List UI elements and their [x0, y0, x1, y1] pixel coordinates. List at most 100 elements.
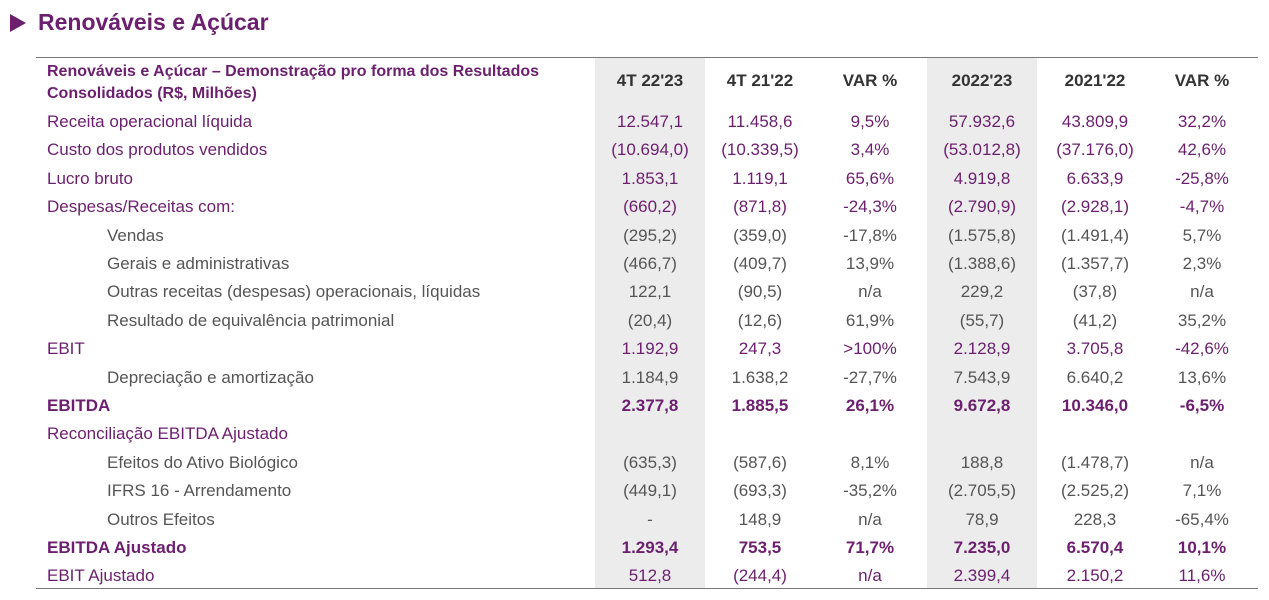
cell-value: 9.672,8 [953, 396, 1011, 415]
cell-value: >100% [843, 339, 897, 359]
column-header: 4T 21'22 [726, 71, 794, 90]
row-label: EBITDA [47, 396, 111, 415]
cell-value: 512,8 [628, 566, 672, 586]
cell-value: 122,1 [628, 282, 672, 302]
cell-value: 9,5% [850, 112, 890, 131]
cell-value: 1.119,1 [732, 168, 788, 188]
cell-value: 229,2 [960, 282, 1004, 302]
cell-value: 65,6% [845, 168, 895, 188]
cell-value: n/a [858, 566, 882, 586]
cell-value: 1.184,9 [621, 367, 679, 387]
cell-value: 32,2% [1177, 112, 1227, 131]
cell-value: 71,7% [845, 538, 895, 557]
cell-value: (635,3) [623, 452, 677, 472]
cell-value: (587,6) [733, 452, 787, 472]
row-label: Despesas/Receitas com: [47, 197, 236, 217]
bottom-rule [36, 588, 1258, 589]
cell-value: 148,9 [738, 509, 782, 529]
cell-value: - [647, 509, 653, 529]
top-rule [36, 57, 1258, 58]
row-label: IFRS 16 - Arrendamento [107, 481, 292, 501]
column-highlight [927, 57, 1037, 588]
cell-value: (12,6) [737, 310, 783, 330]
cell-value: (244,4) [733, 566, 787, 586]
cell-value: 188,8 [960, 452, 1004, 472]
cell-value: (359,0) [733, 225, 787, 245]
title-marker [10, 14, 26, 32]
row-label: Custo dos produtos vendidos [47, 140, 268, 160]
cell-value: (20,4) [627, 310, 673, 330]
cell-value: 35,2% [1177, 310, 1227, 330]
cell-value: (449,1) [623, 481, 677, 501]
cell-value: 10.346,0 [1061, 396, 1129, 415]
cell-value: (660,2) [623, 197, 677, 217]
column-header: 2021'22 [1064, 71, 1126, 90]
cell-value: (693,3) [733, 481, 787, 501]
cell-value: -24,3% [843, 197, 897, 217]
cell-value: 57.932,6 [948, 112, 1016, 131]
cell-value: 4.919,8 [953, 168, 1011, 188]
cell-value: 13,6% [1177, 367, 1227, 387]
column-header: VAR % [842, 71, 898, 90]
cell-value: 11,6% [1178, 566, 1226, 586]
cell-value: (1.388,6) [947, 254, 1017, 273]
row-label: EBITDA Ajustado [47, 538, 187, 557]
cell-value: 228,3 [1073, 509, 1117, 529]
cell-value: 3,4% [850, 140, 890, 160]
cell-value: 2,3% [1182, 254, 1222, 273]
cell-value: 6.640,2 [1066, 367, 1124, 387]
cell-value: 2.377,8 [621, 396, 679, 415]
cell-value: -17,8% [843, 225, 897, 245]
cell-value: 10,1% [1177, 538, 1227, 557]
cell-value: 7.543,9 [953, 367, 1011, 387]
cell-value: 1.293,4 [621, 538, 679, 557]
cell-value: 6.570,4 [1066, 538, 1124, 557]
cell-value: 12.547,1 [616, 112, 684, 131]
row-label: EBIT [47, 339, 85, 359]
row-label: Vendas [107, 225, 164, 245]
row-label: Outras receitas (despesas) operacionais,… [107, 282, 481, 302]
cell-value: -27,7% [843, 367, 897, 387]
row-label: Efeitos do Ativo Biológico [107, 452, 298, 472]
cell-value: 8,1% [850, 452, 890, 472]
row-label: Gerais e administrativas [107, 254, 290, 273]
cell-value: (2.705,5) [947, 481, 1017, 501]
cell-value: (295,2) [623, 225, 677, 245]
cell-value: 26,1% [845, 396, 895, 415]
cell-value: (53.012,8) [943, 140, 1021, 160]
column-highlight [595, 57, 705, 588]
cell-value: 7.235,0 [953, 538, 1011, 557]
row-label: Resultado de equivalência patrimonial [107, 310, 395, 330]
cell-value: 42,6% [1177, 140, 1227, 160]
cell-value: 3.705,8 [1066, 339, 1124, 359]
cell-value: (1.491,4) [1060, 225, 1130, 245]
cell-value: -25,8% [1175, 168, 1229, 188]
cell-value: -35,2% [843, 481, 897, 501]
header-label: Renováveis e Açúcar – Demonstração pro f… [47, 63, 540, 102]
cell-value: (10.694,0) [611, 140, 689, 160]
cell-value: 247,3 [738, 339, 782, 359]
row-label: Depreciação e amortização [107, 367, 314, 387]
cell-value: (37,8) [1072, 282, 1118, 302]
title: Renováveis e Açúcar [38, 9, 269, 35]
cell-value: (37.176,0) [1056, 140, 1134, 160]
cell-value: (1.575,8) [947, 225, 1017, 245]
cell-value: -6,5% [1179, 396, 1225, 415]
cell-value: 2.150,2 [1066, 566, 1124, 586]
row-label: Reconciliação EBITDA Ajustado [47, 424, 288, 444]
cell-value: 1.638,2 [731, 367, 789, 387]
cell-value: n/a [1190, 282, 1214, 302]
cell-value: 78,9 [965, 509, 999, 529]
cell-value: 7,1% [1182, 481, 1222, 501]
cell-value: (2.928,1) [1060, 197, 1130, 217]
row-label: EBIT Ajustado [47, 566, 155, 586]
cell-value: 2.128,9 [953, 339, 1011, 359]
cell-value: 1.853,1 [621, 168, 679, 188]
cell-value: (1.478,7) [1060, 452, 1130, 472]
cell-value: 2.399,4 [953, 566, 1011, 586]
cell-value: 753,5 [738, 538, 782, 557]
cell-value: 1.192,9 [621, 339, 679, 359]
column-header: VAR % [1174, 71, 1230, 90]
cell-value: 43.809,9 [1061, 112, 1129, 131]
cell-value: (409,7) [733, 254, 787, 273]
